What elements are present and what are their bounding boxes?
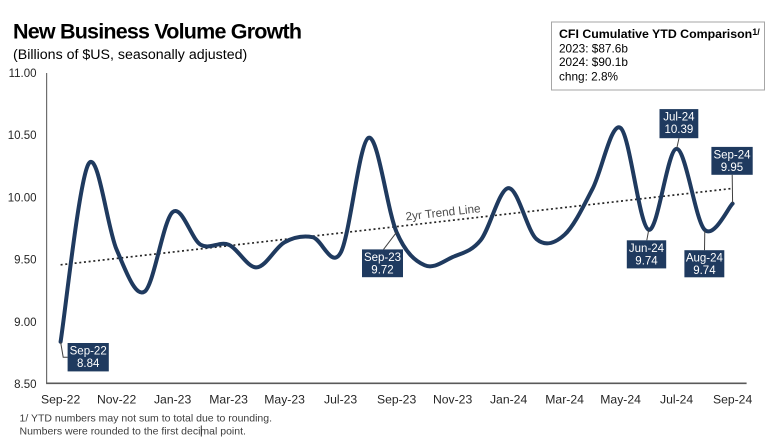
svg-text:Sep-22: Sep-22 bbox=[70, 346, 107, 358]
svg-text:May-23: May-23 bbox=[264, 393, 305, 407]
svg-text:Mar-23: Mar-23 bbox=[209, 393, 248, 407]
svg-text:Sep-24: Sep-24 bbox=[713, 149, 751, 161]
svg-text:Aug-24: Aug-24 bbox=[686, 253, 724, 265]
svg-text:9.74: 9.74 bbox=[635, 255, 658, 267]
svg-text:Nov-22: Nov-22 bbox=[97, 393, 137, 407]
svg-text:11.00: 11.00 bbox=[9, 68, 37, 80]
svg-text:New Business Volume Growth: New Business Volume Growth bbox=[13, 20, 301, 44]
svg-text:2023: $87.6b: 2023: $87.6b bbox=[559, 42, 628, 56]
svg-text:Sep-24: Sep-24 bbox=[713, 393, 753, 407]
svg-text:9.50: 9.50 bbox=[14, 255, 36, 267]
svg-text:8.50: 8.50 bbox=[14, 379, 36, 391]
svg-text:May-24: May-24 bbox=[600, 393, 641, 407]
svg-text:Jul-24: Jul-24 bbox=[663, 112, 695, 124]
svg-text:CFI Cumulative YTD Comparison1: CFI Cumulative YTD Comparison1/ bbox=[559, 27, 760, 41]
svg-text:Jul-23: Jul-23 bbox=[324, 393, 357, 407]
svg-text:Jan-24: Jan-24 bbox=[490, 393, 527, 407]
svg-text:9.72: 9.72 bbox=[371, 264, 393, 276]
svg-text:Jul-24: Jul-24 bbox=[660, 393, 693, 407]
svg-text:Jan-23: Jan-23 bbox=[154, 393, 191, 407]
svg-text:Mar-24: Mar-24 bbox=[545, 393, 584, 407]
svg-text:Sep-23: Sep-23 bbox=[377, 393, 417, 407]
svg-text:9.74: 9.74 bbox=[693, 265, 716, 277]
svg-text:10.50: 10.50 bbox=[8, 130, 37, 142]
svg-text:Jun-24: Jun-24 bbox=[629, 243, 665, 255]
svg-text:10.39: 10.39 bbox=[665, 124, 694, 136]
svg-text:10.00: 10.00 bbox=[8, 192, 37, 204]
svg-text:Sep-23: Sep-23 bbox=[364, 252, 401, 264]
svg-text:chng: 2.8%: chng: 2.8% bbox=[559, 70, 619, 84]
svg-text:8.84: 8.84 bbox=[77, 358, 100, 370]
svg-text:(Billions of $US, seasonally a: (Billions of $US, seasonally adjusted) bbox=[13, 47, 247, 63]
svg-text:9.00: 9.00 bbox=[14, 317, 36, 329]
svg-text:9.95: 9.95 bbox=[721, 162, 743, 174]
svg-text:Numbers were rounded to the fi: Numbers were rounded to the first decima… bbox=[20, 426, 246, 438]
svg-text:Sep-22: Sep-22 bbox=[41, 393, 81, 407]
svg-text:1/ YTD numbers may not sum to: 1/ YTD numbers may not sum to total due … bbox=[20, 413, 273, 425]
svg-text:2024: $90.1b: 2024: $90.1b bbox=[559, 55, 628, 69]
svg-text:Nov-23: Nov-23 bbox=[433, 393, 473, 407]
